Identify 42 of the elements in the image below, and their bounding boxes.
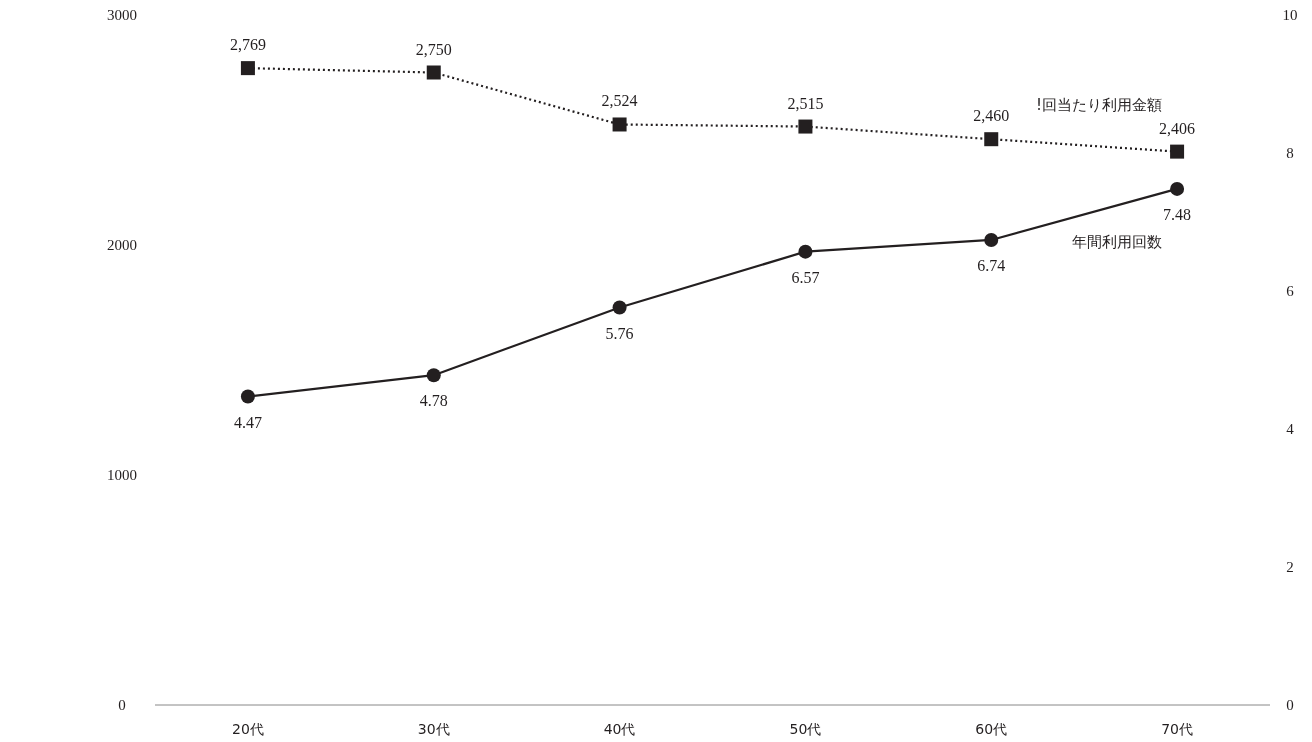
point <box>426 65 441 80</box>
x-tick-label: 30代 <box>417 721 450 737</box>
y2-tick-label: 2 <box>1286 559 1294 575</box>
data-label: 2,769 <box>229 36 266 54</box>
y2-tick-label: 6 <box>1286 283 1295 299</box>
y-tick-label: 3000 <box>107 7 137 23</box>
x-tick-label: 50代 <box>789 721 822 737</box>
point <box>612 117 627 132</box>
data-label: 5.76 <box>605 324 634 342</box>
point <box>984 132 999 147</box>
data-label: 4.47 <box>233 413 262 431</box>
data-label: 2,515 <box>787 94 824 112</box>
x-tick-label: 20代 <box>232 721 264 737</box>
x-tick-label: 40代 <box>603 721 636 737</box>
y2-tick-label: 8 <box>1286 145 1294 161</box>
y2-tick-label: 0 <box>1286 697 1294 713</box>
data-label: 6.57 <box>791 268 820 286</box>
y-tick-label: 2000 <box>107 237 137 253</box>
y-tick-label: 0 <box>118 697 126 713</box>
point <box>1170 144 1185 159</box>
x-tick-label: 70代 <box>1161 721 1193 737</box>
data-label: 4.78 <box>419 392 448 410</box>
data-label: 6.74 <box>977 256 1006 274</box>
y2-tick-label: 4 <box>1286 421 1295 437</box>
data-label: 2,524 <box>601 92 638 110</box>
point <box>798 244 813 259</box>
point <box>1170 181 1185 196</box>
data-label: 2,406 <box>1159 119 1196 137</box>
data-label: 2,460 <box>973 107 1010 125</box>
x-tick-label: 60代 <box>975 721 1008 737</box>
y-tick-label: 1000 <box>107 467 137 483</box>
y2-tick-label: 10 <box>1282 7 1298 23</box>
point <box>984 232 999 247</box>
point <box>240 61 255 76</box>
point <box>240 389 255 404</box>
series-label: 年間利用回数 <box>1072 232 1163 251</box>
data-label: 2,750 <box>415 40 452 58</box>
data-label: 7.48 <box>1163 205 1192 223</box>
point <box>426 368 441 383</box>
point <box>612 300 627 315</box>
point <box>798 119 813 134</box>
series-label: !回当たり利用金額 <box>1036 95 1163 114</box>
